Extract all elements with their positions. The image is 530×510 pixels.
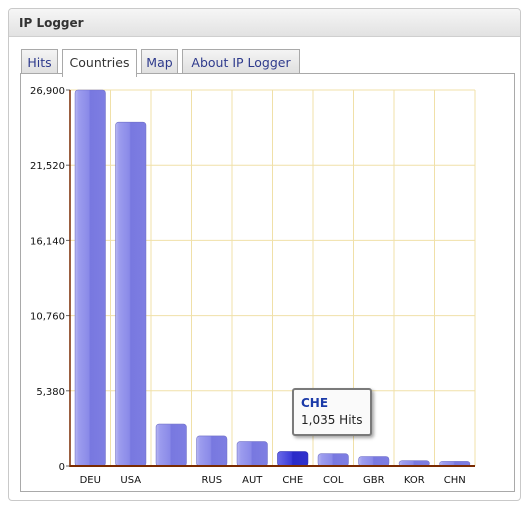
tooltip-country: CHE [301, 396, 329, 410]
y-tick-label: 26,900 [30, 86, 65, 97]
x-tick-label: GBR [363, 475, 385, 486]
tab-countries[interactable]: Countries [62, 49, 137, 77]
bar-usa [115, 121, 147, 467]
x-tick-label: RUS [201, 475, 222, 486]
bar-che [277, 451, 309, 467]
x-tick-label: AUT [242, 475, 263, 486]
bar-unlabeled [155, 423, 187, 467]
x-tick-label: DEU [80, 475, 101, 486]
y-tick-label: 21,520 [30, 161, 65, 172]
chart-tooltip: CHE 1,035 Hits [292, 388, 372, 436]
x-tick-label: CHE [282, 475, 303, 486]
tab-map[interactable]: Map [141, 49, 178, 75]
bar-rus [196, 435, 228, 467]
bar-aut [236, 441, 268, 467]
x-tick-label: KOR [404, 475, 425, 486]
tab-hits[interactable]: Hits [21, 49, 58, 75]
y-tick-label: 0 [59, 462, 65, 473]
bar-deu [74, 89, 106, 467]
x-tick-label: COL [323, 475, 344, 486]
x-tick-label: USA [120, 475, 141, 486]
bar-gbr [358, 456, 390, 467]
y-tick-label: 16,140 [30, 236, 65, 247]
panel-title: IP Logger [9, 9, 520, 37]
x-tick-label: CHN [444, 475, 466, 486]
bar-col [317, 453, 349, 467]
y-tick-label: 5,380 [36, 387, 65, 398]
tooltip-hits: 1,035 Hits [301, 413, 363, 427]
tab-about[interactable]: About IP Logger [182, 49, 300, 75]
y-tick-label: 10,760 [30, 312, 65, 323]
